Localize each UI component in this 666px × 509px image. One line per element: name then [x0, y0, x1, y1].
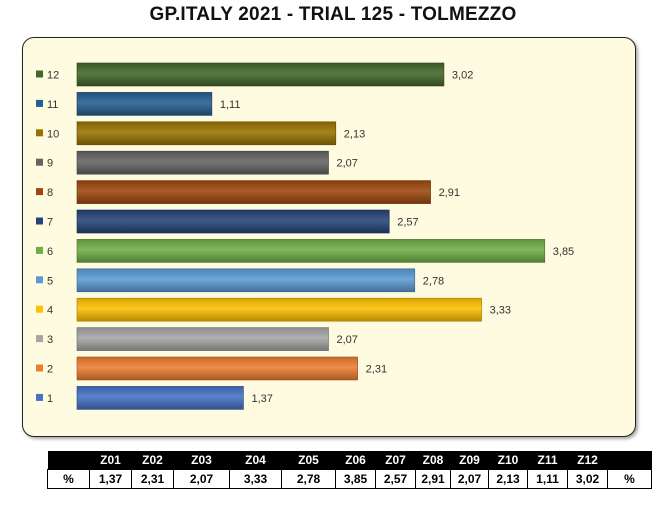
- table-value-cell: 3,33: [229, 469, 282, 489]
- table-header-row: Z01 Z02 Z03 Z04 Z05 Z06 Z07 Z08 Z09 Z10 …: [47, 451, 652, 470]
- data-label-9: 2,07: [337, 158, 358, 170]
- table-header-cell: Z03: [173, 451, 230, 470]
- category-label-6: 6: [47, 246, 53, 258]
- chart-title: GP.ITALY 2021 - TRIAL 125 - TOLMEZZO: [149, 4, 517, 25]
- table-value-cell: 3,02: [567, 469, 608, 489]
- data-label-12: 3,02: [452, 70, 473, 82]
- bar-11: [76, 92, 213, 116]
- table-header-cell: [607, 451, 652, 470]
- data-label-2: 2,31: [366, 364, 387, 376]
- category-label-8: 8: [47, 187, 53, 199]
- category-key-8: [36, 188, 43, 196]
- table-header-cell: Z08: [415, 451, 451, 470]
- table-value-cell: 1,11: [527, 469, 568, 489]
- data-label-4: 3,33: [490, 305, 511, 317]
- bar-1: [76, 386, 244, 410]
- chart-panel: 1 1,37 2 2,31 3 2,07 4 3,33 5 2,78 6 3,85 7 2,57 8 2,91…: [22, 37, 636, 437]
- table-header-cell: [47, 451, 90, 470]
- data-label-8: 2,91: [439, 187, 460, 199]
- category-label-3: 3: [47, 334, 53, 346]
- table-header-cell: Z12: [567, 451, 608, 470]
- category-label-12: 12: [47, 70, 59, 82]
- table-header-cell: Z06: [335, 451, 376, 470]
- data-label-3: 2,07: [337, 334, 358, 346]
- table-header-cell: Z09: [450, 451, 489, 470]
- data-label-7: 2,57: [397, 217, 418, 229]
- table-value-cell: 2,91: [415, 469, 451, 489]
- table-value-cell: 2,57: [375, 469, 416, 489]
- category-key-6: [36, 246, 43, 254]
- table-value-cell: 2,78: [281, 469, 336, 489]
- category-label-7: 7: [47, 217, 53, 229]
- category-label-9: 9: [47, 158, 53, 170]
- table-value-cell: %: [607, 469, 652, 489]
- category-key-3: [36, 335, 43, 343]
- table-header-cell: Z04: [229, 451, 282, 470]
- data-label-11: 1,11: [220, 99, 241, 111]
- bar-4: [76, 297, 482, 322]
- category-key-2: [36, 364, 43, 372]
- table-header-cell: Z05: [281, 451, 336, 470]
- category-label-2: 2: [47, 364, 53, 376]
- table-header-cell: Z01: [89, 451, 132, 470]
- table-header-cell: Z07: [375, 451, 416, 470]
- bar-6: [76, 239, 546, 263]
- table-value-cell: 2,07: [173, 469, 230, 489]
- bar-9: [76, 150, 329, 175]
- table-header-cell: Z10: [488, 451, 528, 470]
- table-value-cell: %: [47, 469, 90, 489]
- category-label-4: 4: [47, 305, 53, 317]
- table-value-cell: 2,07: [450, 469, 489, 489]
- category-key-4: [36, 305, 43, 313]
- bar-chart: 1 1,37 2 2,31 3 2,07 4 3,33 5 2,78 6 3,85 7 2,57 8 2,91…: [36, 62, 574, 410]
- category-key-5: [36, 276, 43, 284]
- bar-2: [76, 356, 358, 381]
- category-label-5: 5: [47, 275, 53, 287]
- table-value-cell: 3,85: [335, 469, 376, 489]
- bar-3: [76, 327, 329, 351]
- category-key-12: [36, 70, 43, 78]
- category-label-10: 10: [47, 128, 59, 140]
- bar-7: [76, 209, 390, 234]
- table-value-cell: 2,13: [488, 469, 528, 489]
- table-header-cell: Z11: [527, 451, 568, 470]
- zone-table: Z01 Z02 Z03 Z04 Z05 Z06 Z07 Z08 Z09 Z10 …: [47, 451, 652, 489]
- bar-12: [76, 62, 445, 87]
- category-label-11: 11: [47, 99, 58, 111]
- bar-8: [76, 180, 431, 204]
- category-key-7: [36, 217, 43, 225]
- table-value-row: % 1,37 2,31 2,07 3,33 2,78 3,85 2,57 2,9…: [47, 469, 652, 489]
- bar-5: [76, 268, 416, 293]
- data-label-5: 2,78: [423, 275, 444, 287]
- data-label-6: 3,85: [553, 246, 574, 258]
- table-value-cell: 1,37: [89, 469, 132, 489]
- category-key-10: [36, 129, 43, 137]
- bar-10: [76, 121, 337, 146]
- category-key-11: [36, 99, 43, 107]
- data-label-1: 1,37: [251, 393, 272, 405]
- category-label-1: 1: [47, 393, 53, 405]
- category-key-1: [36, 393, 43, 401]
- category-key-9: [36, 158, 43, 166]
- table-header-cell: Z02: [131, 451, 174, 470]
- table-value-cell: 2,31: [131, 469, 174, 489]
- data-label-10: 2,13: [344, 128, 365, 140]
